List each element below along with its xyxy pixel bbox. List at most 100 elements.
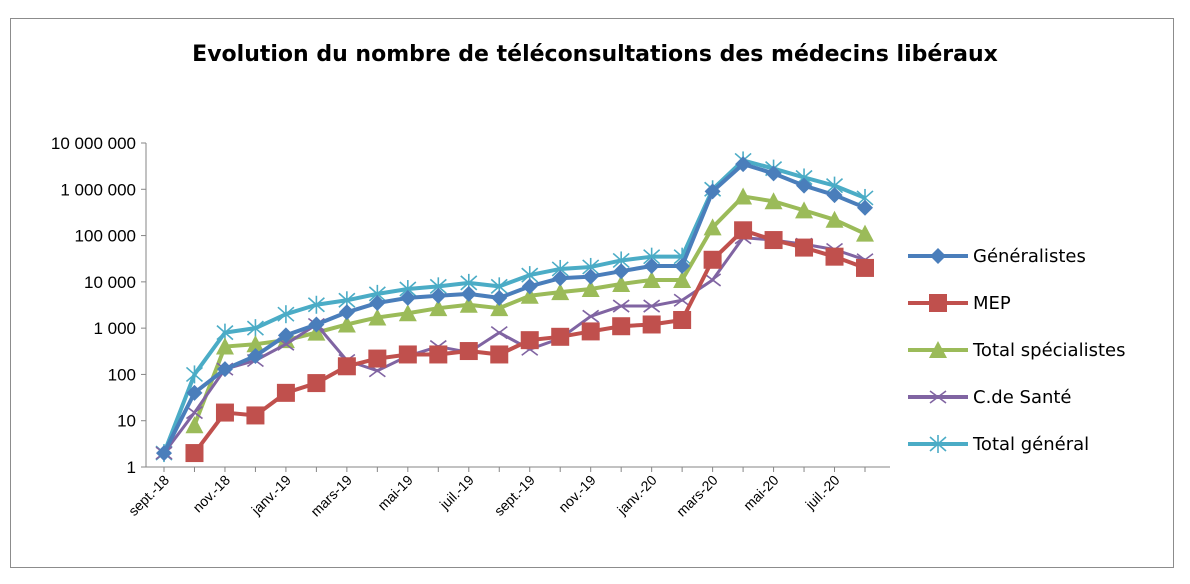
data-point [612, 299, 630, 313]
data-point [429, 299, 448, 317]
data-point [825, 247, 844, 266]
legend-label: MEP [973, 293, 1011, 314]
data-point [857, 199, 873, 216]
y-tick-label: 1 000 000 [60, 180, 136, 199]
data-point [673, 293, 691, 307]
data-point [156, 445, 172, 462]
data-point [765, 165, 782, 182]
data-point [612, 317, 631, 336]
data-point [308, 316, 325, 333]
data-point [764, 231, 783, 250]
data-point [277, 305, 295, 324]
x-tick-label: nov.-18 [189, 472, 233, 516]
data-point [215, 337, 234, 355]
data-point [369, 294, 386, 311]
data-point [734, 221, 753, 240]
legend-marker [929, 435, 947, 453]
data-point [490, 299, 509, 317]
data-point [795, 238, 814, 257]
data-point [216, 361, 233, 378]
data-point [704, 273, 722, 287]
data-point [582, 309, 600, 323]
data-point [368, 349, 387, 368]
legend-label: Total général [972, 434, 1089, 455]
legend: Généralistes MEP Total spécialistes C.de Sa… [908, 246, 1125, 455]
chart-title: Evolution du nombre de téléconsultations… [192, 42, 998, 67]
data-point [460, 285, 477, 302]
data-point [368, 308, 387, 326]
data-point [826, 187, 843, 204]
data-point [674, 258, 691, 275]
data-point [246, 319, 264, 338]
series-line [162, 158, 866, 454]
x-tick-label: janv.-20 [613, 472, 660, 519]
data-point [398, 345, 417, 364]
data-point [551, 327, 570, 346]
data-point [399, 289, 416, 306]
x-tick-label: mai-20 [740, 472, 782, 514]
data-point [459, 295, 478, 313]
data-point [673, 270, 692, 288]
data-point [673, 310, 692, 329]
data-point [703, 218, 722, 236]
x-tick-label: juil.-19 [436, 472, 477, 513]
data-point [704, 183, 721, 200]
data-point [551, 283, 570, 301]
y-tick-label: 1 [127, 458, 136, 477]
data-point [307, 295, 325, 314]
data-point [307, 374, 326, 393]
data-point [490, 345, 509, 364]
legend-item: Total général [908, 434, 1089, 455]
data-point [581, 322, 600, 341]
data-point [398, 304, 417, 322]
x-tick-label: mai-19 [374, 472, 416, 514]
y-tick-label: 10 000 000 [51, 134, 136, 153]
data-point [552, 270, 569, 287]
y-tick-label: 10 [117, 412, 136, 431]
legend-label: Généralistes [973, 246, 1086, 267]
data-point [582, 268, 599, 285]
x-tick-label: nov.-19 [555, 472, 599, 516]
data-point [185, 444, 204, 463]
data-point [643, 299, 661, 313]
x-tick-label: sept.-19 [491, 472, 538, 519]
data-point [430, 287, 447, 304]
legend-item: C.de Santé [908, 387, 1072, 408]
data-point [735, 156, 752, 173]
series-généralistes [156, 156, 873, 462]
y-tick-label: 100 000 [75, 227, 136, 246]
legend-marker [929, 341, 947, 358]
data-point [429, 345, 448, 364]
data-point [613, 263, 630, 280]
data-point [185, 365, 204, 384]
legend-item: Total spécialistes [908, 340, 1125, 361]
legend-marker [929, 390, 947, 404]
axes: 1 10 100 1 000 10 000 100 000 1 000 000 10 000 … [51, 134, 890, 519]
x-tick-label: sept.-18 [125, 472, 172, 519]
data-point [796, 177, 813, 194]
y-tick-label: 10 000 [84, 273, 136, 292]
data-point [520, 286, 539, 304]
data-point [247, 348, 264, 365]
data-point [277, 327, 294, 344]
data-point [521, 278, 538, 295]
data-point [185, 405, 203, 420]
series-layer [155, 151, 874, 463]
series-line [162, 162, 866, 454]
data-point [764, 192, 783, 210]
legend-item: MEP [908, 293, 1011, 314]
data-point [642, 315, 661, 334]
data-point [337, 315, 356, 333]
data-point [186, 384, 203, 401]
x-tick-label: juil.-20 [801, 472, 842, 513]
data-point [459, 342, 478, 361]
data-point [856, 258, 874, 277]
data-point [215, 403, 234, 422]
data-point [490, 325, 508, 340]
series-mep [185, 221, 874, 463]
data-point [276, 383, 295, 402]
data-point [246, 335, 265, 353]
y-tick-label: 1 000 [93, 319, 136, 338]
legend-marker [929, 294, 947, 312]
data-point [337, 357, 356, 376]
